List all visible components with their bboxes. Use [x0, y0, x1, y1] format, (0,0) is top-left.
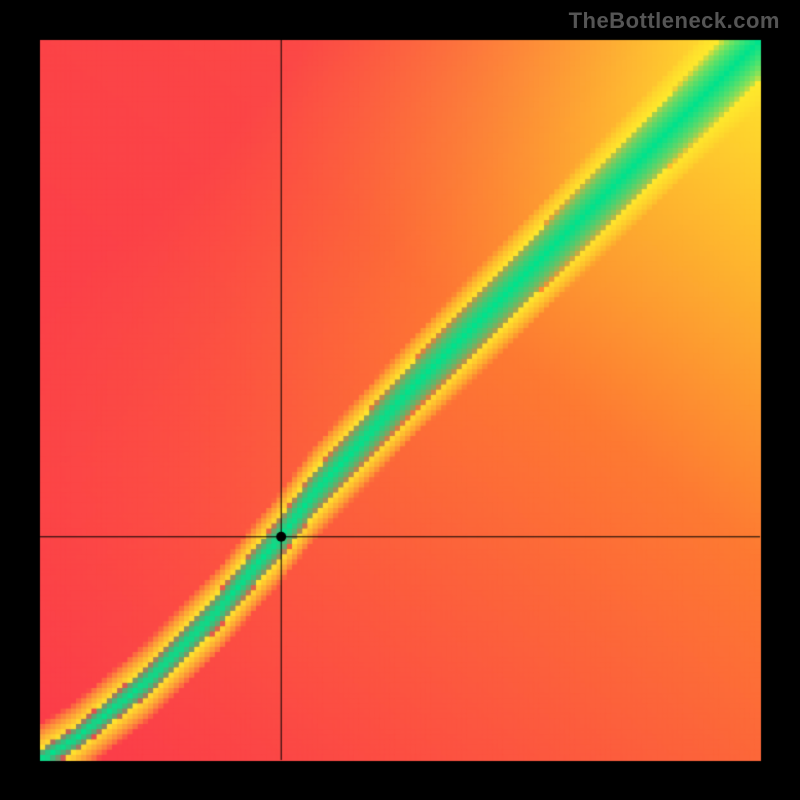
watermark-text: TheBottleneck.com: [569, 8, 780, 34]
bottleneck-heatmap: [0, 0, 800, 800]
chart-container: TheBottleneck.com: [0, 0, 800, 800]
